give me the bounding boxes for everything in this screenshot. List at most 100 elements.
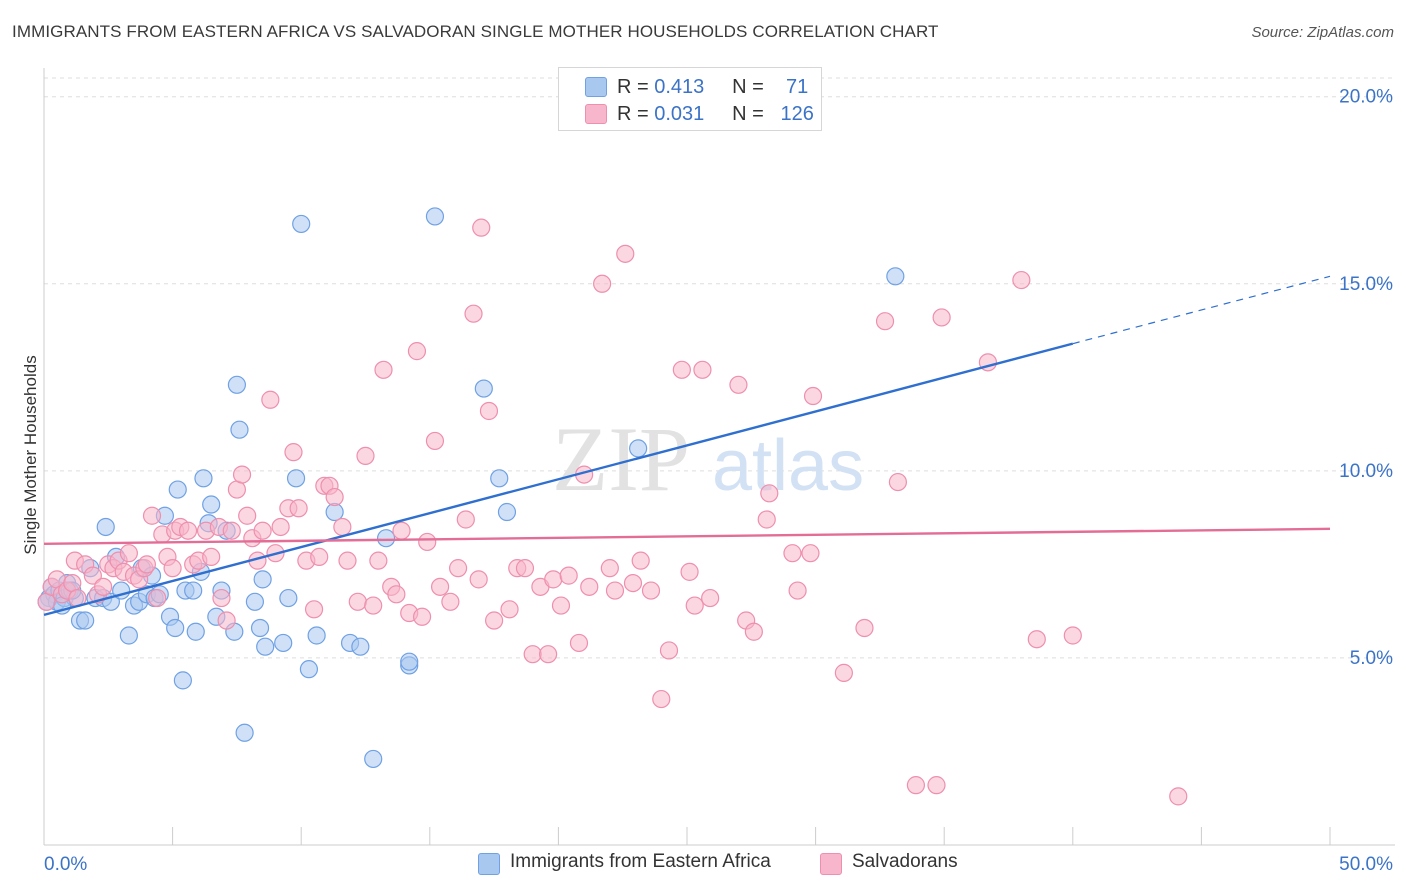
grid-lines	[44, 77, 1395, 659]
chart-title: IMMIGRANTS FROM EASTERN AFRICA VS SALVAD…	[12, 22, 939, 41]
data-point-eastern-africa	[230, 420, 249, 439]
data-point-eastern-africa	[173, 671, 192, 690]
data-point-salvadorans	[333, 517, 352, 537]
data-point-salvadorans	[304, 600, 324, 619]
trend-line-salvadorans	[43, 527, 1331, 546]
data-point-eastern-africa	[76, 611, 95, 630]
data-point-salvadorans	[441, 592, 460, 611]
data-point-salvadorans	[932, 308, 951, 327]
y-tick-label: 5.0%	[1350, 648, 1393, 669]
data-point-salvadorans	[310, 547, 329, 567]
data-point-eastern-africa	[376, 529, 396, 548]
data-point-salvadorans	[217, 611, 236, 630]
watermark-zip: ZIP	[552, 408, 690, 510]
data-point-eastern-africa	[490, 469, 509, 488]
data-point-salvadorans	[430, 577, 450, 596]
series-salvadorans-points	[37, 218, 1188, 806]
legend-r-label: R =	[617, 102, 649, 125]
data-point-eastern-africa	[186, 622, 205, 641]
data-point-eastern-africa	[364, 749, 383, 769]
data-point-eastern-africa	[202, 495, 221, 514]
data-point-salvadorans	[927, 776, 946, 795]
data-point-salvadorans	[448, 559, 468, 578]
data-point-salvadorans	[701, 588, 720, 608]
legend-n-label: N =	[732, 102, 764, 125]
data-point-salvadorans	[803, 386, 823, 406]
data-point-salvadorans	[580, 577, 599, 596]
y-tick-label: 20.0%	[1339, 87, 1393, 108]
data-point-eastern-africa	[194, 469, 213, 488]
data-point-eastern-africa	[292, 214, 311, 234]
data-point-salvadorans	[479, 401, 499, 421]
legend-n-label: N =	[732, 75, 764, 98]
data-point-eastern-africa	[253, 570, 272, 589]
data-point-eastern-africa	[274, 633, 293, 653]
data-point-eastern-africa	[256, 637, 275, 656]
data-point-salvadorans	[1063, 626, 1082, 645]
data-point-eastern-africa	[227, 375, 246, 394]
data-point-salvadorans	[338, 551, 357, 570]
data-point-salvadorans	[515, 559, 535, 578]
data-point-salvadorans	[801, 544, 820, 563]
data-point-salvadorans	[559, 566, 578, 585]
data-point-salvadorans	[222, 521, 241, 540]
trend-lines	[43, 275, 1331, 617]
data-point-salvadorans	[551, 596, 571, 615]
data-point-salvadorans	[83, 566, 102, 585]
data-point-salvadorans	[685, 596, 704, 615]
data-point-salvadorans	[569, 633, 589, 653]
data-point-eastern-africa	[886, 267, 905, 286]
legend-swatch-blue	[585, 77, 607, 97]
data-point-eastern-africa	[497, 502, 517, 522]
data-point-eastern-africa	[250, 618, 270, 638]
data-point-eastern-africa	[351, 637, 370, 656]
data-point-salvadorans	[425, 431, 445, 451]
trend-line-eastern-africa	[43, 342, 1074, 617]
data-point-eastern-africa	[168, 480, 187, 499]
data-point-salvadorans	[855, 618, 874, 638]
data-point-salvadorans	[469, 570, 488, 589]
data-point-salvadorans	[289, 499, 308, 518]
data-point-salvadorans	[659, 641, 679, 660]
data-point-salvadorans	[369, 551, 388, 570]
data-point-salvadorans	[119, 544, 138, 563]
data-point-salvadorans	[875, 312, 895, 331]
data-point-eastern-africa	[400, 652, 419, 671]
data-point-salvadorans	[392, 521, 411, 540]
data-point-salvadorans	[605, 581, 625, 600]
data-point-eastern-africa	[279, 588, 298, 608]
data-point-salvadorans	[744, 622, 763, 641]
data-point-eastern-africa	[286, 469, 306, 488]
chart-source: Source: ZipAtlas.com	[1251, 24, 1394, 41]
legend-swatch-pink	[820, 853, 842, 875]
data-point-salvadorans	[523, 645, 542, 664]
legend-n-value: 71	[786, 75, 809, 98]
data-point-salvadorans	[906, 776, 926, 795]
data-point-eastern-africa	[245, 592, 265, 611]
watermark-atlas: atlas	[712, 426, 864, 506]
y-tick-label: 15.0%	[1339, 274, 1393, 295]
data-point-salvadorans	[593, 274, 612, 293]
data-point-salvadorans	[600, 559, 619, 578]
data-point-salvadorans	[693, 360, 712, 379]
data-point-salvadorans	[544, 570, 563, 589]
data-point-salvadorans	[407, 342, 427, 361]
data-point-salvadorans	[456, 510, 475, 529]
data-point-salvadorans	[348, 592, 367, 611]
data-point-salvadorans	[680, 562, 699, 581]
legend-r-value: 0.413	[654, 75, 705, 98]
data-point-salvadorans	[472, 218, 491, 237]
data-point-salvadorans	[178, 521, 198, 540]
data-point-salvadorans	[418, 532, 437, 552]
legend-swatch-pink	[585, 104, 607, 124]
data-point-eastern-africa	[166, 618, 185, 638]
data-point-salvadorans	[325, 487, 344, 507]
data-point-salvadorans	[760, 484, 779, 503]
data-point-eastern-africa	[474, 379, 493, 398]
data-point-salvadorans	[1169, 787, 1188, 806]
data-point-salvadorans	[271, 517, 290, 537]
data-point-eastern-africa	[307, 626, 326, 645]
legend-swatch-blue	[478, 853, 500, 875]
data-point-eastern-africa	[96, 517, 115, 537]
